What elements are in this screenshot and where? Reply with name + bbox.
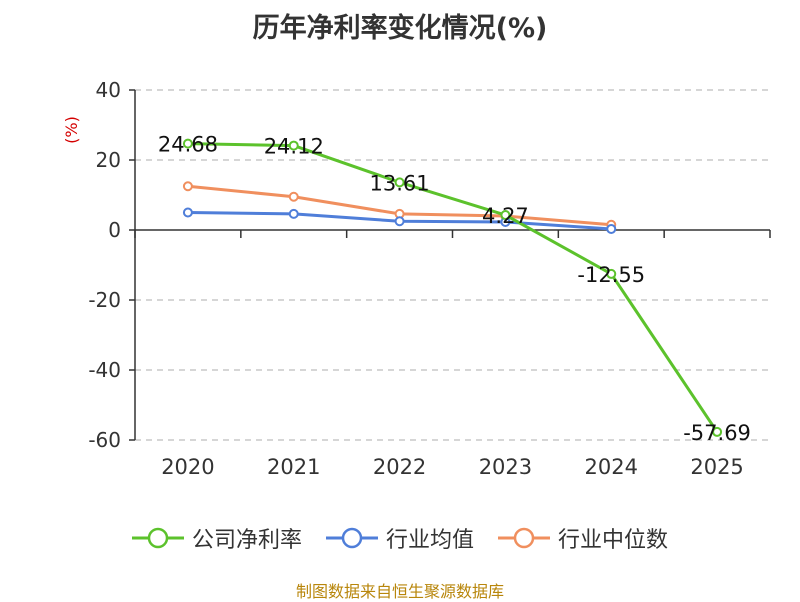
y-tick-label: -60 xyxy=(88,428,121,452)
x-tick-label: 2020 xyxy=(161,455,214,479)
legend-swatch xyxy=(498,527,550,549)
legend-marker xyxy=(341,527,363,549)
data-point xyxy=(606,268,617,279)
data-point xyxy=(500,210,511,221)
x-tick-label: 2024 xyxy=(585,455,638,479)
legend: 公司净利率 行业均值 行业中位数 xyxy=(0,518,800,558)
data-label: -12.55 xyxy=(577,263,645,287)
data-source-note: 制图数据来自恒生聚源数据库 xyxy=(295,582,504,601)
data-point xyxy=(288,191,299,202)
x-tick-label: 2023 xyxy=(479,455,532,479)
chart-title: 历年净利率变化情况(%) xyxy=(252,13,548,44)
legend-item[interactable]: 行业均值 xyxy=(325,522,474,554)
y-tick-label: -20 xyxy=(88,288,121,312)
y-tick-label: 40 xyxy=(96,78,121,102)
data-label: 24.68 xyxy=(158,133,218,157)
data-label: 24.12 xyxy=(264,135,324,159)
data-point xyxy=(182,138,193,149)
data-label: 13.61 xyxy=(370,171,430,195)
data-label: -57.69 xyxy=(683,421,751,445)
legend-swatch xyxy=(325,527,378,549)
data-point xyxy=(182,207,193,218)
legend-marker xyxy=(513,527,535,549)
series-line xyxy=(187,142,719,433)
legend-label: 行业中位数 xyxy=(558,528,669,553)
data-point xyxy=(394,177,405,188)
data-point xyxy=(182,181,193,192)
y-tick-label: 20 xyxy=(96,148,121,172)
data-point xyxy=(394,216,405,227)
legend-swatch xyxy=(131,527,184,549)
legend-label: 行业均值 xyxy=(385,528,474,553)
x-tick-label: 2022 xyxy=(373,455,426,479)
x-tick-label: 2025 xyxy=(690,455,743,479)
legend-item[interactable]: 公司净利率 xyxy=(131,522,302,554)
legend-marker xyxy=(147,527,169,549)
y-tick-label: 0 xyxy=(108,218,121,242)
y-tick-label: -40 xyxy=(88,358,121,382)
x-tick-label: 2021 xyxy=(267,455,320,479)
data-point xyxy=(712,426,723,437)
data-point xyxy=(288,208,299,219)
data-point xyxy=(606,223,617,234)
legend-item[interactable]: 行业中位数 xyxy=(498,522,668,554)
legend-label: 公司净利率 xyxy=(191,528,302,553)
data-point xyxy=(288,140,299,151)
data-label: 4.27 xyxy=(482,204,529,228)
